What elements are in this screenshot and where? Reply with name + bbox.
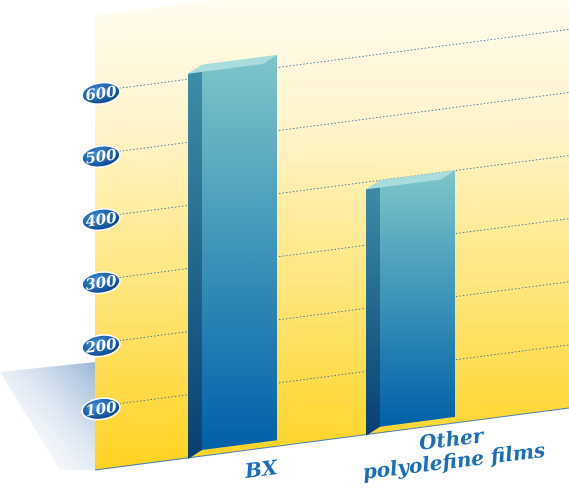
baseline <box>94 407 569 471</box>
svg-text:600: 600 <box>84 82 118 104</box>
y-axis-ticks: 100 200 300 400 500 600 <box>81 81 121 421</box>
y-tick-300: 300 <box>81 271 121 295</box>
plot-background <box>95 0 569 470</box>
svg-text:300: 300 <box>84 272 118 294</box>
gridline-100 <box>94 344 569 408</box>
bar-other-polyolefine-films <box>366 170 455 436</box>
svg-text:100: 100 <box>84 398 118 420</box>
gridline-200 <box>94 281 569 345</box>
svg-text:200: 200 <box>83 335 118 357</box>
y-tick-500: 500 <box>81 145 121 168</box>
bars <box>188 54 455 460</box>
category-label-0: BX <box>243 455 281 483</box>
y-tick-200: 200 <box>81 334 121 358</box>
gridline-300 <box>94 218 569 282</box>
y-tick-400: 400 <box>81 208 121 232</box>
bar-bx <box>188 54 277 460</box>
gridline-600 <box>94 29 569 92</box>
floor-shadow <box>0 362 95 470</box>
gridline-500 <box>94 92 569 155</box>
y-tick-100: 100 <box>81 397 121 421</box>
gridline-400 <box>94 155 569 218</box>
svg-text:500: 500 <box>84 145 118 167</box>
svg-text:400: 400 <box>84 208 118 230</box>
gridlines <box>94 29 569 471</box>
y-tick-600: 600 <box>81 81 121 105</box>
